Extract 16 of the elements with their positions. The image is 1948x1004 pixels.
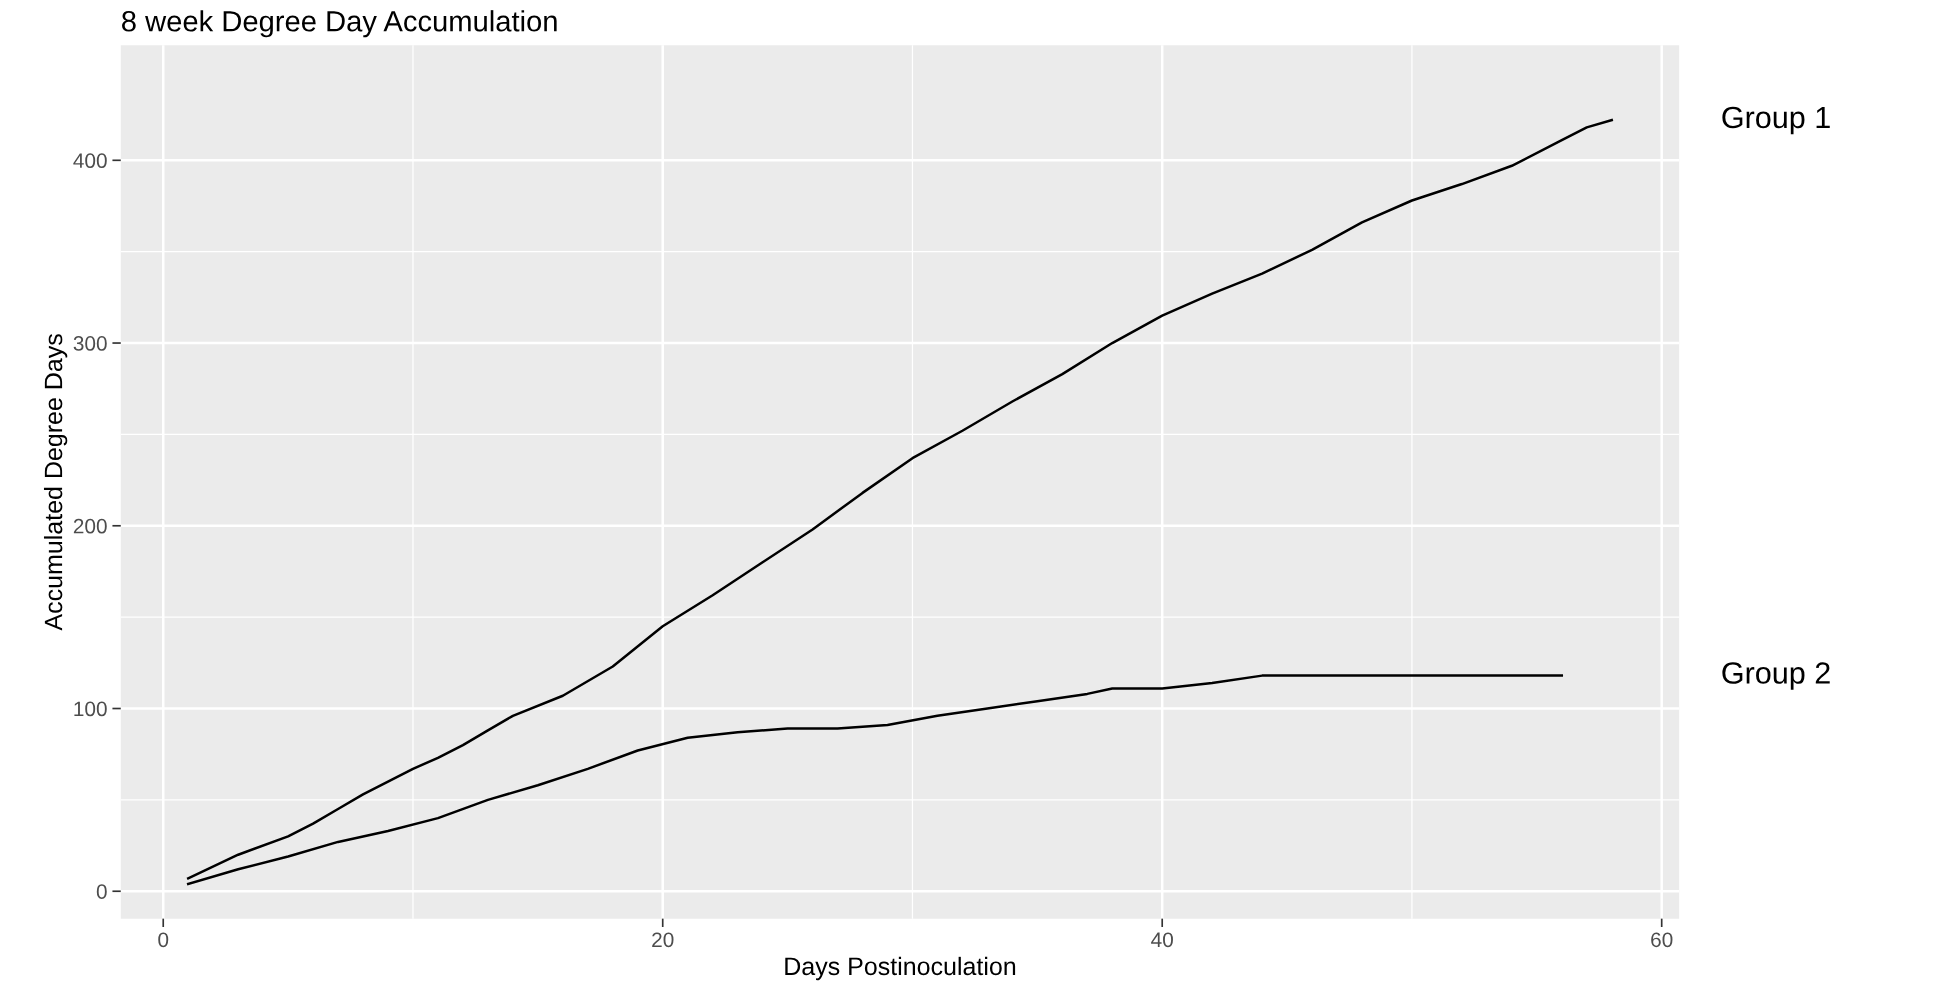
line-series [186,118,1613,880]
line-series [186,674,1564,886]
y-tick-label: 100 [74,701,107,717]
text: Group 2 [1722,662,1830,690]
y-tick-label: 200 [73,518,107,534]
chart-title: 8 week Degree Day Accumulation [122,10,557,38]
text: Group 1 [1722,106,1830,135]
y-axis-title: Accumulated Degree Days [43,334,68,631]
x-tick-label: 20 [652,932,674,948]
x-axis-title: Days Postinoculation [785,956,1016,981]
y-tick-label: 400 [73,153,107,169]
x-tick-label: 60 [1651,932,1673,948]
x-tick-label: 40 [1151,932,1173,948]
y-tick-label: 300 [73,336,107,351]
y-tick-label: 0 [96,884,107,899]
x-tick-label: 0 [158,932,169,948]
